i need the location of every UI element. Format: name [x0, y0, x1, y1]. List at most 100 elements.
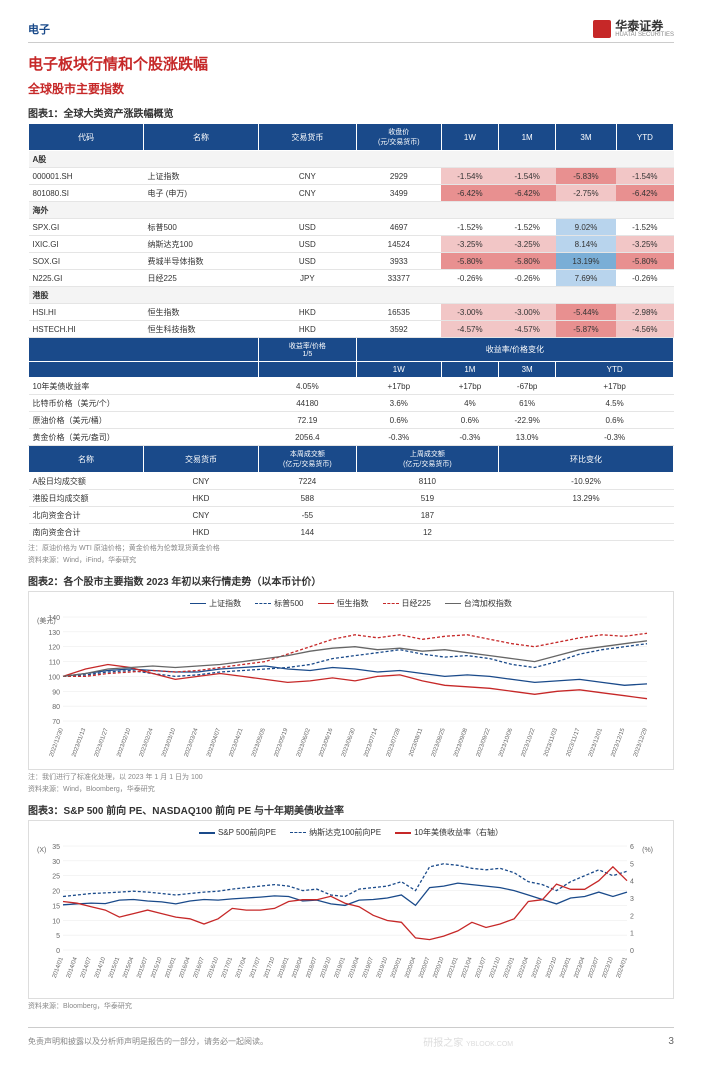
svg-text:10: 10: [52, 919, 60, 926]
fig2-caption: 图表2：各个股市主要指数 2023 年初以来行情走势（以本币计价）: [28, 573, 674, 588]
svg-text:2023/10: 2023/10: [602, 956, 615, 979]
svg-text:2019/07: 2019/07: [362, 956, 375, 979]
svg-text:15: 15: [52, 904, 60, 911]
fig3-note1: 资料来源：Bloomberg，华泰研究: [28, 1002, 674, 1011]
svg-text:25: 25: [52, 874, 60, 881]
svg-text:2014/10: 2014/10: [94, 956, 107, 979]
svg-text:2024/01: 2024/01: [616, 956, 629, 979]
svg-text:2014/01: 2014/01: [52, 956, 65, 979]
svg-text:2016/10: 2016/10: [207, 956, 220, 979]
fig2-chart: 上证指数标普500恒生指数日经225台湾加权指数 708090100110120…: [28, 591, 674, 770]
svg-text:2023/04/21: 2023/04/21: [229, 727, 245, 758]
fig2-note1: 注：我们进行了标准化处理，以 2023 年 1 月 1 日为 100: [28, 773, 674, 782]
svg-text:2014/07: 2014/07: [80, 956, 93, 979]
svg-text:2023/01: 2023/01: [559, 956, 572, 979]
svg-text:2023/02/24: 2023/02/24: [139, 727, 155, 758]
svg-text:2016/01: 2016/01: [165, 956, 178, 979]
svg-text:2021/01: 2021/01: [447, 956, 460, 979]
svg-text:2022/07: 2022/07: [531, 956, 544, 979]
svg-text:(美元): (美元): [37, 616, 56, 625]
svg-text:2023/06/30: 2023/06/30: [341, 727, 357, 758]
svg-text:2023/02/10: 2023/02/10: [116, 727, 132, 758]
svg-text:2023/03/10: 2023/03/10: [161, 727, 177, 758]
svg-text:2020/01: 2020/01: [390, 956, 403, 979]
svg-text:2015/01: 2015/01: [108, 956, 121, 979]
svg-text:2019/01: 2019/01: [334, 956, 347, 979]
svg-text:5: 5: [630, 862, 634, 869]
page-header: 电子 华泰证券 HUATAI SECURITIES: [28, 20, 674, 43]
svg-text:2021/10: 2021/10: [489, 956, 502, 979]
svg-text:5: 5: [56, 934, 60, 941]
svg-text:2019/04: 2019/04: [348, 956, 361, 979]
svg-text:2020/07: 2020/07: [418, 956, 431, 979]
svg-text:2023/06/02: 2023/06/02: [296, 727, 312, 758]
svg-text:130: 130: [48, 630, 60, 637]
svg-text:2018/01: 2018/01: [277, 956, 290, 979]
svg-text:2015/10: 2015/10: [151, 956, 164, 979]
svg-text:2022/12/30: 2022/12/30: [49, 727, 65, 758]
disclaimer: 免责声明和披露以及分析师声明是报告的一部分，请务必一起阅读。: [28, 1036, 268, 1047]
svg-text:2021/04: 2021/04: [461, 956, 474, 979]
svg-text:70: 70: [52, 719, 60, 726]
svg-text:(X): (X): [37, 847, 46, 854]
svg-text:2023/04: 2023/04: [574, 956, 587, 979]
svg-text:2023/12/01: 2023/12/01: [588, 727, 604, 758]
svg-text:2017/10: 2017/10: [263, 956, 276, 979]
svg-text:120: 120: [48, 645, 60, 652]
svg-text:2015/07: 2015/07: [136, 956, 149, 979]
svg-text:2018/04: 2018/04: [292, 956, 305, 979]
svg-text:2016/07: 2016/07: [193, 956, 206, 979]
fig3-legend: S&P 500前向PE纳斯达克100前向PE10年美债收益率（右轴）: [35, 827, 667, 838]
page-footer: 免责声明和披露以及分析师声明是报告的一部分，请务必一起阅读。 研报之家 YBLO…: [28, 1027, 674, 1049]
svg-text:2023/06/16: 2023/06/16: [319, 727, 335, 758]
svg-text:2: 2: [630, 914, 634, 921]
svg-text:2022/04: 2022/04: [517, 956, 530, 979]
svg-text:2023/12/29: 2023/12/29: [633, 727, 649, 758]
svg-text:2023/07/14: 2023/07/14: [363, 727, 379, 758]
svg-text:(%): (%): [642, 847, 653, 854]
fig1-table: 代码名称交易货币收盘价(元/交易货币)1W1M3MYTDA股000001.SH上…: [28, 123, 674, 541]
svg-text:2023/05/05: 2023/05/05: [251, 727, 267, 758]
section-title: 全球股市主要指数: [28, 80, 674, 97]
svg-text:35: 35: [52, 844, 60, 851]
fig1-note1: 注：原油价格为 WTI 原油价格；黄金价格为伦敦现货黄金价格: [28, 544, 674, 553]
svg-text:0: 0: [56, 948, 60, 955]
svg-text:2019/10: 2019/10: [376, 956, 389, 979]
fig2-legend: 上证指数标普500恒生指数日经225台湾加权指数: [35, 598, 667, 609]
svg-text:2023/12/15: 2023/12/15: [611, 727, 627, 758]
page-number: 3: [668, 1036, 674, 1047]
svg-text:2020/04: 2020/04: [404, 956, 417, 979]
svg-text:110: 110: [49, 660, 60, 667]
svg-text:2017/04: 2017/04: [235, 956, 248, 979]
svg-text:2022/10: 2022/10: [545, 956, 558, 979]
svg-text:2023/07/28: 2023/07/28: [386, 727, 402, 758]
fig3-chart: S&P 500前向PE纳斯达克100前向PE10年美债收益率（右轴） 0 5 10 1…: [28, 820, 674, 999]
svg-text:20: 20: [52, 889, 60, 896]
svg-text:6: 6: [630, 844, 634, 851]
svg-text:2023/11/17: 2023/11/17: [566, 727, 582, 757]
fig1-caption: 图表1：全球大类资产涨跌幅概览: [28, 105, 674, 120]
svg-text:2021/07: 2021/07: [475, 956, 488, 979]
watermark: 研报之家 YBLOOK.COM: [423, 1034, 513, 1049]
page-title: 电子板块行情和个股涨跌幅: [28, 53, 674, 74]
svg-text:2023/03/24: 2023/03/24: [184, 727, 200, 758]
svg-text:2017/07: 2017/07: [249, 956, 262, 979]
svg-text:2017/01: 2017/01: [221, 956, 234, 979]
logo-icon: [593, 20, 611, 38]
svg-text:2023/10/22: 2023/10/22: [521, 727, 537, 758]
svg-text:4: 4: [630, 879, 634, 886]
fig1-note2: 资料来源：Wind，iFind，华泰研究: [28, 556, 674, 565]
svg-text:80: 80: [52, 704, 60, 711]
svg-text:2023/08/11: 2023/08/11: [409, 727, 425, 757]
brand-logo: 华泰证券 HUATAI SECURITIES: [593, 20, 674, 38]
svg-text:2016/04: 2016/04: [179, 956, 192, 979]
fig3-caption: 图表3：S&P 500 前向 PE、NASDAQ100 前向 PE 与十年期美债…: [28, 802, 674, 817]
svg-text:2014/04: 2014/04: [66, 956, 79, 979]
fig2-note2: 资料来源：Wind，Bloomberg，华泰研究: [28, 785, 674, 794]
category-label: 电子: [28, 21, 50, 37]
svg-text:2023/05/19: 2023/05/19: [274, 727, 290, 758]
svg-text:2023/10/06: 2023/10/06: [498, 727, 514, 758]
svg-text:2022/01: 2022/01: [503, 956, 516, 979]
svg-text:2023/08/25: 2023/08/25: [431, 727, 447, 758]
svg-text:2023/09/22: 2023/09/22: [476, 727, 492, 758]
